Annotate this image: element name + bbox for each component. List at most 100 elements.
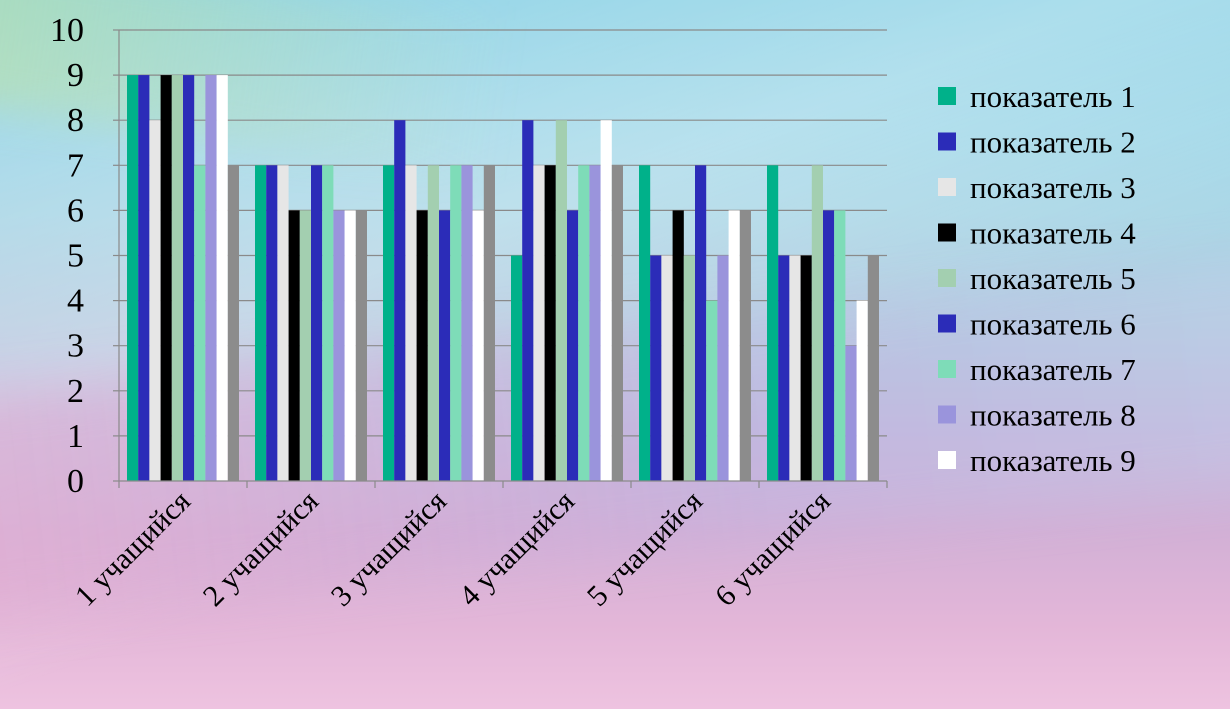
bar <box>567 210 579 481</box>
bar <box>461 165 473 482</box>
bar <box>511 255 523 481</box>
legend-swatch <box>938 223 956 242</box>
bar <box>171 75 183 481</box>
bar <box>834 210 846 481</box>
legend-label: показатель 1 <box>970 79 1136 114</box>
bar <box>533 165 545 482</box>
legend-label: показатель 9 <box>970 443 1136 478</box>
y-tick-label: 1 <box>67 418 84 455</box>
bar <box>650 255 662 481</box>
bar <box>450 165 462 482</box>
legend-item: показатель 3 <box>938 170 1136 205</box>
x-tick-label: 4 учащийся <box>453 484 581 612</box>
bar <box>194 165 206 482</box>
legend-swatch <box>938 314 956 333</box>
y-tick-label: 2 <box>67 373 84 410</box>
bar <box>639 165 651 482</box>
y-tick-label: 0 <box>67 463 84 500</box>
bar <box>695 165 707 482</box>
bar <box>767 165 779 482</box>
bar <box>472 210 484 481</box>
bar <box>266 165 278 482</box>
bar <box>856 300 868 481</box>
legend-item: показатель 9 <box>938 443 1136 478</box>
bar <box>717 255 729 481</box>
legend-label: показатель 2 <box>970 125 1136 160</box>
y-tick-label: 9 <box>67 57 84 94</box>
bar <box>706 300 718 481</box>
legend-swatch <box>938 87 956 105</box>
bar <box>589 165 601 482</box>
legend-swatch <box>938 405 956 424</box>
bar <box>288 210 300 481</box>
bar <box>739 210 751 481</box>
gridlines <box>119 29 887 437</box>
bar <box>578 165 590 482</box>
bar <box>138 75 150 481</box>
bar <box>355 210 367 481</box>
bar <box>160 75 172 481</box>
legend-label: показатель 7 <box>970 352 1136 387</box>
legend-label: показатель 6 <box>970 307 1136 342</box>
bar <box>394 120 406 481</box>
bar <box>483 165 495 482</box>
bar <box>672 210 684 481</box>
bar <box>778 255 790 481</box>
y-tick-label: 5 <box>67 238 84 275</box>
axes <box>113 29 888 488</box>
bar <box>299 210 311 481</box>
bar <box>405 165 417 482</box>
bar <box>823 210 835 481</box>
y-tick-label: 10 <box>50 12 84 49</box>
bar <box>522 120 534 481</box>
bar <box>661 255 673 481</box>
legend-label: показатель 5 <box>970 261 1136 296</box>
bar <box>205 75 217 481</box>
legend-item: показатель 6 <box>938 307 1136 342</box>
x-tick-label: 2 учащийся <box>197 484 325 612</box>
legend-label: показатель 3 <box>970 170 1136 205</box>
legend-swatch <box>938 269 956 287</box>
bar <box>416 210 428 481</box>
legend-item: показатель 5 <box>938 261 1136 296</box>
bar <box>600 120 612 481</box>
legend-item: показатель 2 <box>938 125 1136 160</box>
bar <box>277 165 289 482</box>
bar <box>789 255 801 481</box>
bars <box>127 75 879 482</box>
bar <box>544 165 556 482</box>
bar <box>227 165 239 482</box>
bar <box>811 165 823 482</box>
legend-label: показатель 4 <box>970 216 1136 251</box>
bar <box>683 255 695 481</box>
legend-swatch <box>938 451 956 469</box>
legend-label: показатель 8 <box>970 398 1136 433</box>
x-axis-ticks: 1 учащийся 2 учащийся 3 учащийся 4 учащийся… <box>69 484 837 612</box>
y-tick-label: 4 <box>67 283 84 320</box>
bar <box>127 75 139 481</box>
legend-item: показатель 1 <box>938 79 1136 114</box>
x-tick-label: 3 учащийся <box>325 484 453 612</box>
bar <box>149 120 161 481</box>
legend-item: показатель 7 <box>938 352 1136 387</box>
y-tick-label: 3 <box>67 328 84 365</box>
bar <box>216 75 228 481</box>
bar <box>344 210 356 481</box>
legend-swatch <box>938 178 956 196</box>
bar <box>383 165 395 482</box>
legend-swatch <box>938 132 956 151</box>
y-tick-label: 8 <box>67 102 84 139</box>
x-tick-label: 5 учащийся <box>581 484 709 612</box>
bar <box>333 210 345 481</box>
bar <box>728 210 740 481</box>
bar <box>867 255 879 481</box>
x-tick-label: 6 учащийся <box>709 484 837 612</box>
bar <box>427 165 439 482</box>
bar <box>555 120 567 481</box>
y-axis-ticks: 0 1 2 3 4 5 6 7 8 9 10 <box>50 12 84 500</box>
y-tick-label: 7 <box>67 147 84 184</box>
bar <box>845 345 857 481</box>
bar <box>800 255 812 481</box>
bar <box>322 165 334 482</box>
